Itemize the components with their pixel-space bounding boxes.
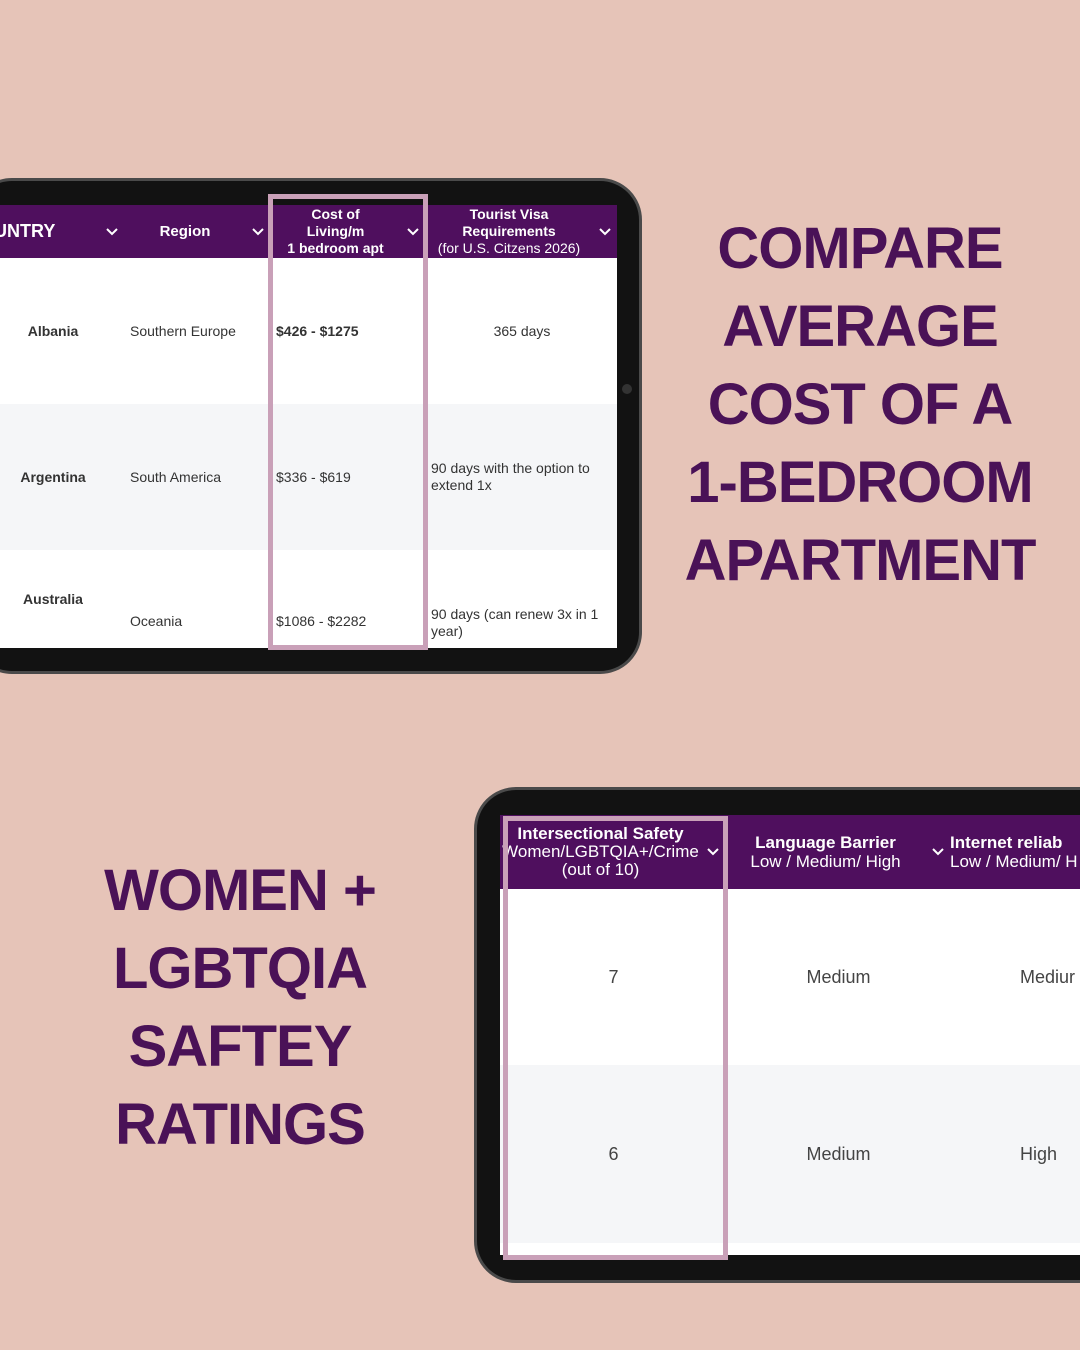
header-line: Tourist Visa	[469, 206, 549, 222]
headline-line: COMPARE	[717, 216, 1003, 281]
table-row	[0, 550, 617, 648]
header-line: Low / Medium/ High	[750, 852, 901, 871]
headline-line: SAFTEY	[128, 1014, 353, 1079]
headline-bottom: WOMEN + LGBTQIA SAFTEY RATINGS	[40, 852, 440, 1164]
table-cell: $1086 - $2282	[276, 613, 367, 629]
dropdown-icon[interactable]	[252, 227, 264, 236]
table-row	[0, 258, 617, 404]
header-line: Living/m	[306, 223, 365, 239]
table-cell: $426 - $1275	[276, 322, 359, 339]
headline-line: COST OF A	[707, 372, 1014, 437]
header-line: Intersectional Safety	[517, 824, 684, 843]
headline-line: LGBTQIA	[113, 936, 368, 1001]
dropdown-icon[interactable]	[932, 848, 944, 856]
table-cell: Oceania	[130, 613, 183, 629]
highlight-box	[268, 194, 428, 650]
header-cell: Tourist Visa Requirements (for U.S. Citzen…	[425, 205, 593, 258]
headline-line: RATINGS	[115, 1092, 366, 1157]
header-line: Language Barrier	[755, 833, 896, 852]
table-row	[500, 889, 1080, 1065]
table-cell: Mediur	[1020, 966, 1076, 987]
header-cell: Language Barrier Low / Medium/ High	[725, 815, 926, 889]
table-cell: High	[1020, 1143, 1058, 1164]
table-cell: Medium	[806, 966, 871, 987]
header-cell: OUNTRY	[0, 205, 100, 258]
headline-line: 1-BEDROOM	[687, 450, 1033, 515]
header-line: Internet reliab	[950, 833, 1063, 852]
header-line: 1 bedroom apt	[287, 240, 384, 256]
table-cell: 6	[608, 1143, 619, 1164]
header-row: Intersectional Safety Women/LGBTQIA+/Crim…	[500, 815, 1080, 889]
headline-line: AVERAGE	[722, 294, 999, 359]
camera	[622, 384, 632, 394]
dropdown-icon[interactable]	[407, 227, 419, 236]
headline-top: COMPARE AVERAGE COST OF A 1-BEDROOM APARTMEN…	[660, 210, 1060, 600]
table-cell: Australia	[23, 590, 83, 607]
header-cell: Internet reliab Low / Medium/ H	[950, 815, 1080, 889]
header-cell: Region	[124, 205, 246, 258]
header-line: Region	[159, 223, 211, 240]
header-line: Women/LGBTQIA+/Crime	[502, 842, 699, 861]
highlight-box	[503, 816, 728, 1260]
header-line: Low / Medium/ H	[950, 852, 1078, 871]
header-line: (for U.S. Citzens 2026)	[437, 240, 581, 256]
header-line: Cost of	[311, 206, 360, 222]
table-cell: Argentina	[20, 468, 86, 485]
dropdown-icon[interactable]	[707, 848, 719, 856]
table-row	[0, 404, 617, 550]
header-cell: Intersectional Safety Women/LGBTQIA+/Crim…	[500, 815, 701, 889]
header-line: (out of 10)	[561, 860, 640, 879]
headline-line: APARTMENT	[684, 528, 1037, 593]
header-line: Requirements	[462, 223, 556, 239]
table-row	[500, 1065, 1080, 1243]
table-cell: South America	[130, 468, 222, 485]
dropdown-icon[interactable]	[599, 227, 611, 236]
table-cell: 365 days	[493, 322, 551, 339]
table-cell: $336 - $619	[276, 468, 351, 485]
dropdown-icon[interactable]	[106, 227, 118, 236]
screen-bottom: Intersectional Safety Women/LGBTQIA+/Crim…	[500, 815, 1080, 1255]
table-cell: 90 days with the option to extend 1x	[431, 460, 590, 493]
table-cell: 90 days (can renew 3x in 1 year)	[431, 606, 599, 639]
table-cell: Medium	[806, 1143, 871, 1164]
headline-line: WOMEN +	[104, 858, 377, 923]
table-cell: Southern Europe	[130, 322, 236, 339]
table-cell: 7	[608, 966, 619, 987]
header-line: OUNTRY	[0, 221, 56, 241]
header-cell: Cost of Living/m 1 bedroom apt	[270, 205, 401, 258]
table-cell: Albania	[27, 322, 79, 339]
